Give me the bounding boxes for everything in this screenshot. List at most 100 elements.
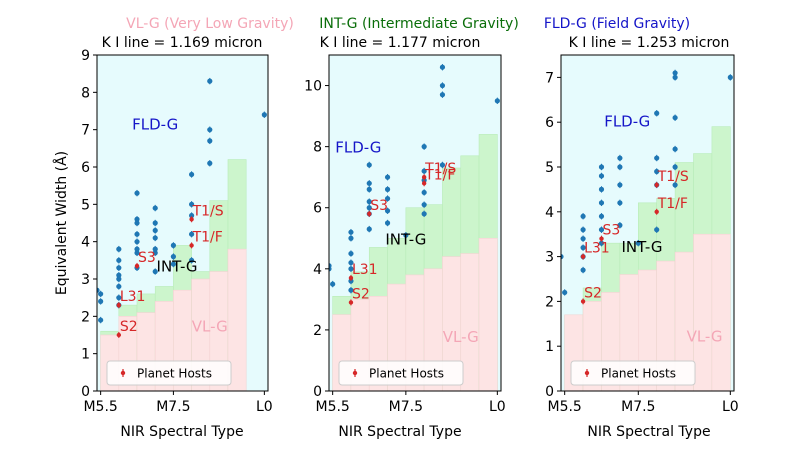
vlg-zone-step: [693, 233, 713, 391]
data-point: [98, 317, 104, 323]
planet-host-label: S3: [138, 250, 156, 266]
data-point: [654, 168, 660, 175]
data-point: [672, 70, 678, 76]
legend-label: Planet Hosts: [601, 367, 676, 381]
data-point: [366, 180, 372, 186]
zone-label-fldg: FLD-G: [132, 116, 178, 134]
x-tick-label: M7.5: [156, 399, 190, 415]
x-tick-label: L0: [256, 399, 273, 415]
data-point: [348, 266, 354, 272]
data-point: [403, 232, 409, 238]
legend-title-intg: INT-G (Intermediate Gravity): [319, 16, 519, 32]
data-point: [261, 112, 267, 118]
axes-frame: [96, 54, 269, 392]
planet-host-label: T1/S: [657, 169, 689, 185]
data-point: [188, 212, 195, 219]
x-tick-label: M7.5: [389, 399, 423, 415]
data-point: [207, 78, 213, 84]
y-tick-label: 4: [545, 205, 554, 221]
data-point: [170, 254, 177, 260]
data-point: [439, 92, 446, 98]
data-point: [580, 236, 586, 242]
y-tick-label: 8: [313, 140, 322, 156]
data-point: [672, 146, 678, 152]
plot-area: S2 L31 S3 T1/FT1/S FLD-G INT-G VL-G: [329, 55, 501, 391]
data-point: [116, 246, 122, 252]
data-point: [617, 222, 623, 228]
planet-host-label: L31: [584, 241, 610, 257]
vlg-zone-step: [711, 233, 731, 391]
data-point: [598, 164, 605, 170]
planet-host-label: L31: [352, 262, 378, 278]
y-tick-label: 4: [313, 262, 322, 278]
data-point: [635, 240, 641, 246]
planet-host-label: S3: [602, 223, 620, 239]
y-tick-label: 8: [81, 85, 90, 101]
planet-host-label: L31: [120, 289, 146, 305]
data-point: [654, 155, 660, 161]
y-tick-label: 5: [81, 197, 90, 213]
data-point: [348, 287, 354, 293]
data-point: [134, 239, 140, 245]
planet-host-point: [421, 181, 427, 186]
data-point: [366, 199, 372, 205]
x-tick-label: M5.5: [548, 399, 582, 415]
legend-marker: [120, 370, 126, 376]
data-point: [207, 127, 213, 133]
data-point: [580, 227, 586, 233]
data-point: [207, 160, 213, 166]
data-point: [366, 226, 372, 232]
data-point: [672, 74, 678, 80]
data-point: [672, 115, 678, 121]
data-point: [598, 213, 605, 219]
data-point: [580, 267, 586, 273]
y-tick-label: 1: [81, 347, 90, 363]
data-point: [98, 298, 104, 304]
y-tick-label: 2: [545, 294, 554, 310]
data-point: [617, 164, 623, 170]
data-point: [617, 155, 623, 161]
data-point: [421, 202, 427, 208]
planet-host-point: [421, 174, 427, 180]
chart-panel-1: K I line = 1.169 micron S2 L31 S3 T1/F T1/S F…: [81, 35, 273, 415]
data-point: [152, 235, 158, 241]
data-point: [617, 200, 623, 206]
planet-host-point: [134, 263, 140, 269]
data-point: [598, 227, 605, 233]
legend-title-vlg: VL-G (Very Low Gravity): [126, 16, 294, 32]
data-point: [348, 260, 354, 266]
y-axis-label: Equivalent Width (Å): [53, 151, 70, 295]
y-tick-label: 7: [545, 70, 554, 86]
data-point: [598, 173, 605, 179]
zone-label-intg: INT-G: [157, 258, 198, 276]
data-point: [366, 162, 372, 168]
data-point: [384, 208, 391, 214]
data-point: [152, 246, 158, 252]
data-point: [348, 250, 354, 257]
legend-box: [338, 360, 464, 386]
data-point: [134, 220, 140, 226]
chart-panel-2: K I line = 1.177 micron S2 L31 S3 T1/FT1/S F…: [304, 35, 506, 415]
planet-host-point: [654, 209, 659, 214]
data-point: [366, 186, 372, 192]
data-point: [188, 257, 195, 263]
data-point: [598, 200, 605, 206]
legend-label: Planet Hosts: [137, 367, 212, 381]
data-point: [170, 261, 177, 267]
data-point: [116, 272, 122, 278]
data-point: [421, 211, 427, 217]
data-point: [116, 257, 122, 263]
data-point: [561, 254, 564, 260]
data-point: [170, 242, 177, 248]
data-point: [384, 174, 391, 180]
data-point: [654, 227, 660, 233]
data-point: [116, 295, 122, 301]
planet-host-point: [116, 332, 122, 338]
data-point: [366, 205, 372, 211]
y-tick-label: 2: [313, 323, 322, 339]
data-point: [116, 276, 122, 282]
y-tick-label: 6: [81, 160, 90, 176]
y-tick-label: 3: [81, 272, 90, 288]
chart-title: K I line = 1.169 micron: [102, 35, 263, 51]
